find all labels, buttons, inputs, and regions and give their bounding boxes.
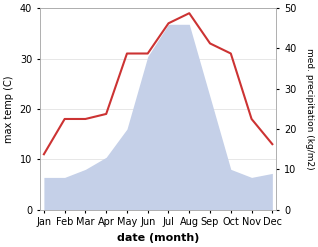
X-axis label: date (month): date (month) [117,233,199,243]
Y-axis label: max temp (C): max temp (C) [4,75,14,143]
Y-axis label: med. precipitation (kg/m2): med. precipitation (kg/m2) [305,48,314,170]
